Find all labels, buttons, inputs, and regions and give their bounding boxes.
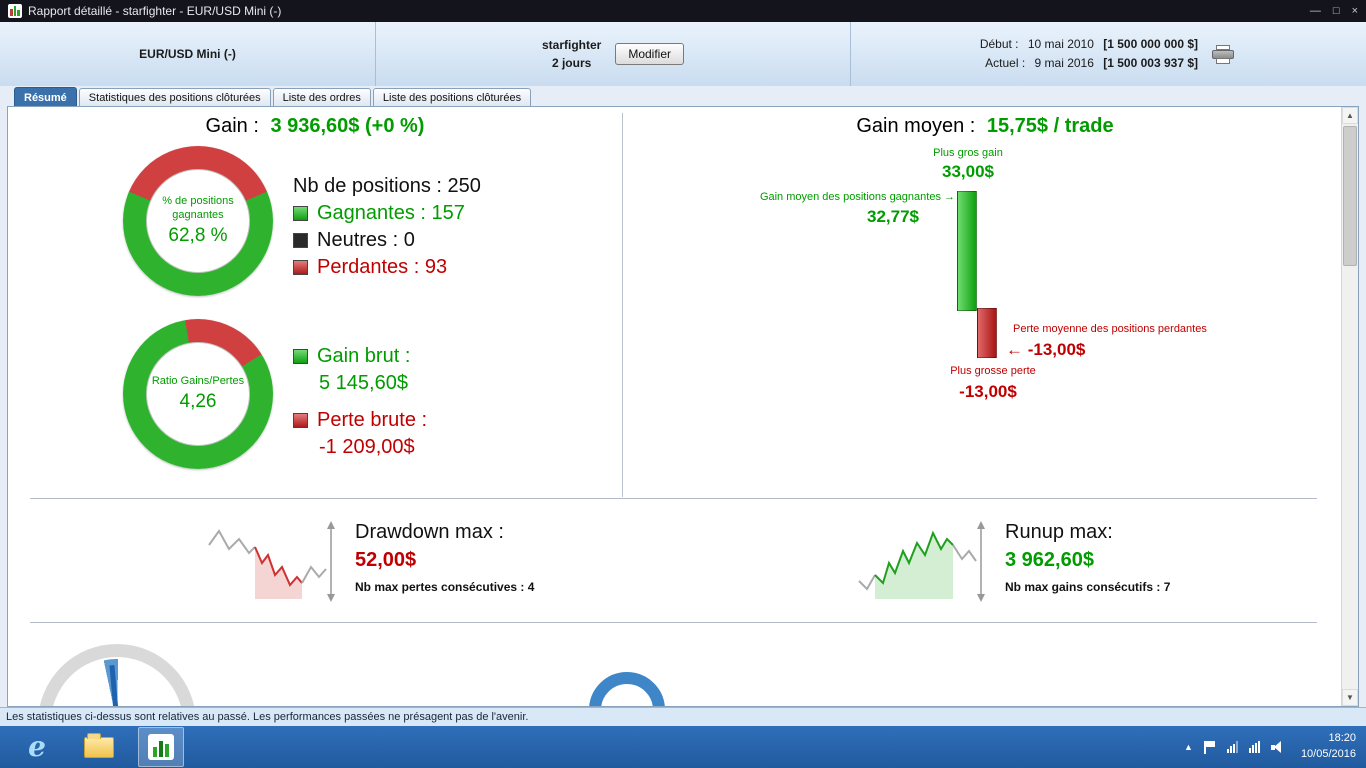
gauge-partial-center [589, 672, 665, 706]
winrate-donut-value: 62,8 % [168, 224, 228, 246]
average-title: Gain moyen : 15,75$ / trade [628, 115, 1341, 138]
app-icon[interactable] [8, 4, 22, 18]
avg-loss-value: ← -13,00$ [1006, 340, 1086, 359]
tab-liste-positions[interactable]: Liste des positions clôturées [372, 88, 532, 107]
window-titlebar: Rapport détaillé - starfighter - EUR/USD… [0, 0, 1366, 22]
trading-app-icon[interactable] [138, 727, 184, 767]
account-name: starfighter [541, 38, 602, 52]
gross-loss-value: -1 209,00$ [319, 436, 415, 458]
gross-gain-swatch [293, 349, 308, 364]
positions-winners: Gagnantes : 157 [293, 200, 481, 227]
tab-resume[interactable]: Résumé [14, 87, 77, 107]
gross-legend: Gain brut : 5 145,60$ Perte brute : -1 2… [293, 343, 427, 461]
scrollbar-up-icon[interactable]: ▲ [1342, 107, 1358, 124]
column-divider [622, 113, 623, 497]
start-date: 10 mai 2010 [1027, 37, 1094, 52]
ratio-donut: Ratio Gains/Pertes 4,26 [123, 319, 273, 469]
positions-legend: Nb de positions : 250 Gagnantes : 157 Ne… [293, 173, 481, 281]
biggest-gain-value: 33,00$ [942, 162, 994, 181]
drawdown-sparkline [208, 521, 335, 602]
minimize-icon[interactable]: — [1309, 5, 1321, 17]
start-label: Début : [979, 37, 1019, 52]
gross-loss-label: Perte brute : [293, 407, 427, 434]
window-title: Rapport détaillé - starfighter - EUR/USD… [28, 4, 282, 18]
ie-icon[interactable]: e [28, 730, 46, 763]
action-center-icon[interactable] [1203, 740, 1216, 754]
biggest-loss-label: Plus grosse perte [950, 365, 1036, 377]
gain-title: Gain : 3 936,60$ (+0 %) [8, 115, 622, 138]
average-gain-chart: Gain moyen : 15,75$ / trade Plus gros ga… [628, 107, 1341, 499]
start-amount: [1 500 000 000 $] [1103, 37, 1198, 52]
report-viewport: Gain : 3 936,60$ (+0 %) % de positions g… [8, 107, 1341, 706]
positions-losers: Perdantes : 93 [293, 254, 481, 281]
modify-button[interactable]: Modifier [615, 43, 685, 65]
status-text: Les statistiques ci-dessus sont relative… [6, 711, 529, 723]
printer-icon[interactable] [1212, 44, 1234, 64]
winners-swatch [293, 206, 308, 221]
network-icon[interactable] [1248, 741, 1260, 753]
runup-value: 3 962,60$ [1005, 549, 1094, 571]
clock-time: 18:20 [1328, 732, 1356, 745]
current-date: 9 mai 2016 [1034, 56, 1094, 70]
maximize-icon[interactable]: □ [1332, 5, 1340, 17]
average-title-label: Gain moyen : [856, 115, 976, 137]
status-bar: Les statistiques ci-dessus sont relative… [0, 707, 1366, 726]
gross-loss-swatch [293, 413, 308, 428]
avg-gain-value: 32,77$ [867, 207, 919, 226]
tab-statistiques[interactable]: Statistiques des positions clôturées [78, 88, 271, 107]
gain-value: 3 936,60$ (+0 %) [270, 115, 425, 137]
winrate-donut-label2: gagnantes [172, 208, 224, 221]
scrollbar-thumb[interactable] [1343, 126, 1357, 266]
biggest-gain-label: Plus gros gain [933, 147, 1003, 159]
positions-neutrals: Neutres : 0 [293, 227, 481, 254]
gross-gain-label: Gain brut : [293, 343, 427, 370]
average-title-value: 15,75$ / trade [986, 115, 1114, 137]
avg-gain-bar [957, 191, 977, 311]
winrate-donut-label1: % de positions [162, 195, 234, 208]
drawdown-block: Drawdown max : 52,00$ Nb max pertes cons… [355, 521, 534, 594]
instrument-name: EUR/USD Mini (-) [139, 47, 236, 61]
taskbar: e ▲ 18:20 10/05/2016 [0, 726, 1366, 768]
report-header: EUR/USD Mini (-) starfighter 2 jours Mod… [0, 22, 1366, 86]
signal-icon[interactable] [1226, 741, 1238, 753]
drawdown-consecutive: Nb max pertes consécutives : 4 [355, 580, 535, 594]
runup-consecutive: Nb max gains consécutifs : 7 [1005, 580, 1171, 594]
runup-label: Runup max: [1005, 521, 1113, 543]
neutrals-swatch [293, 233, 308, 248]
avg-loss-bar [977, 308, 997, 358]
drawdown-label: Drawdown max : [355, 521, 504, 543]
runup-sparkline [858, 521, 985, 602]
taskbar-clock[interactable]: 18:20 10/05/2016 [1301, 731, 1356, 763]
runup-block: Runup max: 3 962,60$ Nb max gains conséc… [1005, 521, 1170, 594]
tray-expand-icon[interactable]: ▲ [1184, 742, 1193, 752]
biggest-loss-value: -13,00$ [959, 382, 1017, 401]
scrollbar-down-icon[interactable]: ▼ [1342, 689, 1358, 706]
close-icon[interactable]: × [1351, 5, 1358, 17]
current-amount: [1 500 003 937 $] [1103, 56, 1198, 70]
positions-total: Nb de positions : 250 [293, 175, 481, 197]
system-tray: ▲ 18:20 10/05/2016 [1184, 726, 1360, 768]
losers-swatch [293, 260, 308, 275]
winrate-donut: % de positions gagnantes 62,8 % [123, 146, 273, 296]
ratio-donut-label: Ratio Gains/Pertes [151, 374, 245, 387]
current-label: Actuel : [985, 56, 1026, 70]
ratio-donut-value: 4,26 [179, 391, 217, 413]
report-duration: 2 jours [551, 56, 592, 70]
vertical-scrollbar[interactable]: ▲ ▼ [1341, 107, 1358, 706]
speaker-icon[interactable] [1270, 740, 1286, 754]
gross-gain-value: 5 145,60$ [319, 372, 408, 394]
gain-label: Gain : [205, 115, 259, 137]
tab-bar: Résumé Statistiques des positions clôtur… [14, 87, 532, 107]
tab-liste-ordres[interactable]: Liste des ordres [272, 88, 371, 107]
section-divider-1 [30, 498, 1317, 499]
section-divider-2 [30, 622, 1317, 623]
file-explorer-icon[interactable] [76, 727, 122, 767]
gauge-partial-left [38, 644, 196, 706]
avg-loss-label: Perte moyenne des positions perdantes [1013, 323, 1207, 335]
avg-gain-label: Gain moyen des positions gagnantes → [759, 191, 955, 203]
drawdown-value: 52,00$ [355, 549, 417, 571]
report-content: Gain : 3 936,60$ (+0 %) % de positions g… [7, 106, 1359, 707]
clock-date: 10/05/2016 [1300, 748, 1356, 760]
